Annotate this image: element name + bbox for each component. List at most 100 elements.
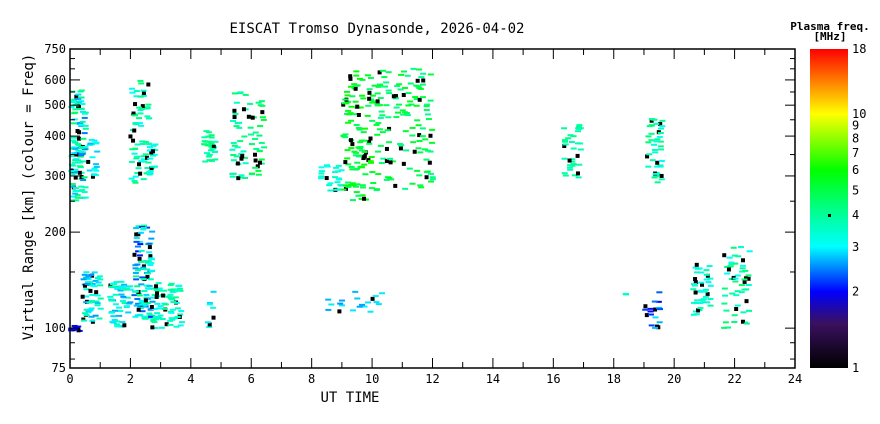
echo-mark (138, 260, 145, 263)
echo-mark (94, 290, 99, 295)
echo-mark (154, 294, 159, 299)
echo-mark (324, 176, 329, 181)
echo-mark (562, 174, 569, 177)
echo-mark (155, 282, 162, 285)
echo-mark (70, 99, 77, 102)
echo-mark (658, 159, 665, 162)
echo-mark (150, 325, 155, 330)
echo-mark (148, 254, 153, 259)
echo-mark (402, 187, 409, 190)
echo-mark (404, 74, 411, 77)
echo-mark (133, 102, 138, 107)
echo-mark (375, 85, 382, 88)
echo-mark (690, 283, 697, 286)
echo-mark (423, 158, 430, 161)
echo-mark (375, 173, 382, 176)
echo-mark (146, 242, 153, 245)
echo-mark (108, 311, 115, 314)
echo-mark (352, 168, 359, 171)
echo-mark (173, 301, 180, 304)
echo-mark (143, 293, 150, 296)
echo-mark (335, 164, 342, 167)
echo-mark (202, 143, 209, 146)
echo-mark (128, 134, 133, 139)
echo-mark (81, 273, 88, 276)
echo-mark (96, 275, 103, 278)
echo-mark (345, 100, 352, 103)
echo-mark (364, 114, 371, 117)
echo-mark (571, 174, 578, 177)
echo-mark (646, 153, 653, 156)
echo-mark (156, 307, 163, 310)
echo-mark (393, 183, 398, 188)
echo-mark (743, 322, 750, 325)
echo-mark (131, 111, 136, 116)
echo-mark (131, 114, 138, 117)
echo-mark (743, 276, 748, 281)
echo-mark (576, 124, 583, 127)
echo-mark (139, 142, 146, 145)
echo-mark (78, 124, 85, 127)
echo-mark (561, 157, 568, 160)
echo-mark (79, 189, 86, 192)
echo-mark (74, 196, 81, 199)
echo-mark (140, 227, 147, 230)
echo-mark (135, 250, 142, 253)
echo-mark (85, 281, 92, 284)
colorbar-tick-label: 18 (852, 42, 866, 56)
echo-mark (68, 163, 75, 166)
echo-mark (146, 287, 153, 290)
echo-mark (237, 140, 244, 143)
echo-mark (368, 156, 375, 159)
echo-mark (208, 136, 215, 139)
echo-mark (402, 86, 409, 89)
echo-mark (250, 115, 255, 120)
echo-mark (114, 325, 121, 328)
echo-mark (567, 158, 572, 163)
echo-mark (73, 326, 80, 329)
echo-mark (260, 110, 265, 115)
echo-mark (233, 101, 240, 104)
echo-mark (81, 319, 88, 322)
echo-mark (371, 84, 378, 87)
echo-mark (139, 276, 146, 279)
echo-mark (78, 96, 85, 99)
echo-mark (346, 113, 353, 116)
echo-mark (81, 312, 88, 315)
echo-mark (239, 156, 244, 161)
echo-mark (656, 321, 663, 324)
echo-mark (129, 87, 136, 90)
echo-mark (133, 90, 140, 93)
echo-mark (70, 136, 77, 139)
echo-mark (136, 307, 141, 312)
echo-mark (357, 106, 364, 109)
echo-mark (385, 71, 392, 74)
echo-mark (161, 293, 166, 298)
echo-mark (734, 274, 741, 277)
echo-mark (369, 171, 376, 174)
echo-mark (168, 311, 175, 314)
echo-mark (138, 249, 145, 252)
echo-mark (81, 148, 88, 151)
echo-mark (337, 302, 344, 305)
echo-mark (368, 187, 375, 190)
echo-mark (420, 72, 427, 75)
echo-mark (354, 84, 361, 87)
echo-mark (236, 176, 241, 181)
echo-mark (653, 140, 660, 143)
echo-mark (352, 290, 359, 293)
echo-mark (318, 172, 325, 175)
echo-mark (136, 117, 143, 120)
echo-mark (651, 176, 658, 179)
echo-mark (727, 265, 734, 268)
echo-mark (74, 102, 81, 105)
echo-mark (721, 287, 728, 290)
echo-mark (146, 117, 153, 120)
echo-mark (137, 95, 144, 98)
echo-mark (417, 133, 422, 138)
echo-mark (136, 106, 143, 109)
echo-mark (693, 290, 698, 295)
echo-mark (656, 306, 663, 309)
echo-mark (71, 161, 78, 164)
echo-mark (79, 196, 86, 199)
